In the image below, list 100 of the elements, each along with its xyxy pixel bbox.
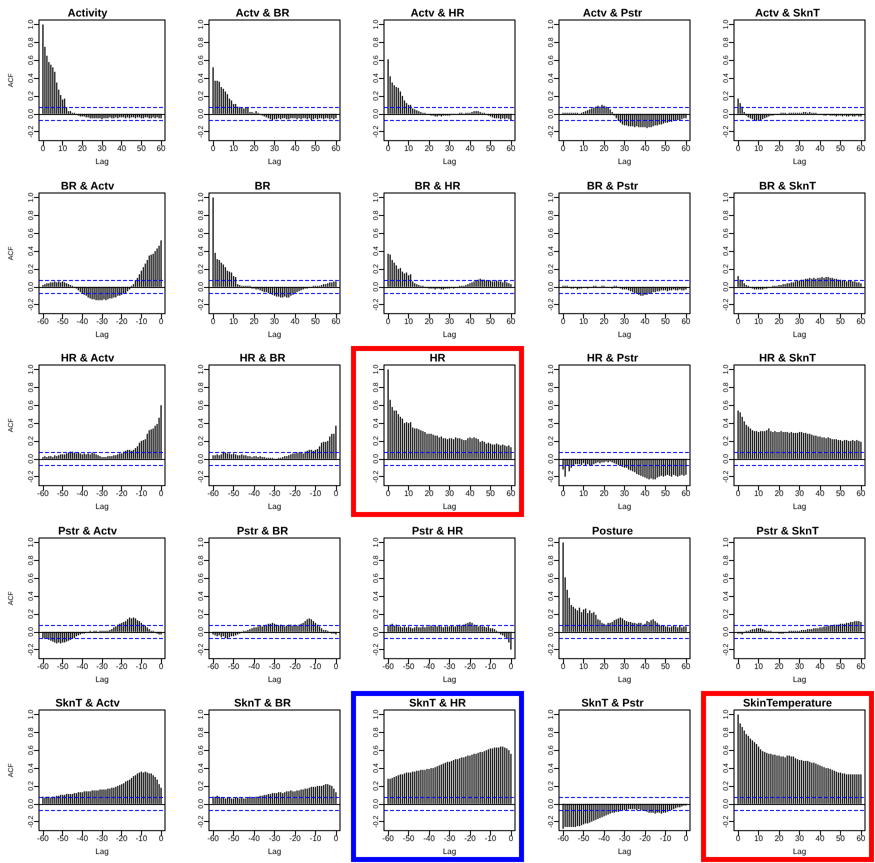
x-tick-label: 10 — [404, 316, 414, 326]
x-tick-label: -50 — [56, 489, 69, 498]
chart-title: HR & BR — [240, 352, 286, 365]
x-axis-title: Lag — [792, 847, 806, 856]
x-tick-label: 20 — [774, 144, 784, 154]
x-tick-label: -10 — [484, 662, 497, 671]
chart-title: BR & Pstr — [586, 180, 639, 192]
x-tick-label: 10 — [579, 662, 589, 671]
x-tick-label: 30 — [270, 316, 280, 326]
x-tick-label: -50 — [228, 834, 240, 844]
x-tick-label: 60 — [856, 489, 866, 498]
x-axis-title: Lag — [95, 502, 109, 512]
x-tick-label: 20 — [250, 316, 260, 326]
x-tick-label: -40 — [598, 834, 610, 844]
x-tick-label: 0 — [210, 144, 216, 154]
x-tick-label: -40 — [248, 489, 260, 498]
x-tick-label: 20 — [774, 834, 784, 844]
x-tick-label: -60 — [37, 316, 50, 326]
x-tick-label: -30 — [96, 489, 108, 498]
x-tick-label: 10 — [404, 144, 414, 154]
chart-title: SknT & BR — [234, 698, 291, 710]
x-tick-label: 0 — [508, 834, 514, 844]
x-tick-label: -20 — [289, 662, 302, 671]
x-tick-label: 40 — [117, 144, 127, 154]
chart-title: SknT & Pstr — [581, 698, 644, 710]
x-tick-label: 40 — [640, 316, 650, 326]
x-tick-label: 10 — [754, 489, 764, 498]
x-tick-label: 30 — [795, 144, 804, 154]
x-tick-label: 0 — [560, 144, 566, 154]
x-tick-label: 40 — [640, 144, 650, 154]
x-axis-title: Lag — [792, 502, 806, 512]
x-tick-label: 0 — [684, 834, 689, 844]
x-tick-label: 50 — [660, 489, 670, 498]
x-axis-title: Lag — [618, 502, 632, 512]
x-axis-title: Lag — [95, 157, 109, 166]
x-tick-label: 20 — [600, 489, 610, 498]
x-tick-label: -60 — [207, 489, 220, 498]
x-tick-label: -20 — [464, 834, 476, 844]
x-tick-label: -20 — [116, 489, 128, 498]
x-tick-label: 10 — [579, 489, 589, 498]
chart-title: SknT & Actv — [55, 698, 121, 710]
x-tick-label: -10 — [136, 834, 148, 844]
x-tick-label: -60 — [382, 662, 394, 671]
x-tick-label: 50 — [310, 144, 320, 154]
x-axis-title: Lag — [618, 157, 632, 166]
chart-title: HR — [430, 352, 446, 365]
x-tick-label: 0 — [386, 316, 391, 326]
x-tick-label: 30 — [795, 316, 804, 326]
x-tick-label: -20 — [639, 834, 652, 844]
x-tick-label: 10 — [229, 144, 239, 154]
x-tick-label: 0 — [736, 144, 741, 154]
x-tick-label: 20 — [774, 662, 784, 671]
x-tick-label: -50 — [228, 662, 240, 671]
x-tick-label: 0 — [736, 489, 741, 498]
x-tick-label: 0 — [386, 144, 391, 154]
x-tick-label: 0 — [158, 662, 164, 671]
x-tick-label: 0 — [736, 316, 741, 326]
chart-title: Pstr & BR — [236, 525, 288, 538]
x-tick-label: -20 — [116, 316, 128, 326]
x-tick-label: -50 — [578, 834, 590, 844]
x-tick-label: 50 — [660, 316, 670, 326]
x-tick-label: -50 — [56, 834, 69, 844]
chart-title: Posture — [592, 525, 633, 538]
x-tick-label: 0 — [386, 489, 391, 498]
x-tick-label: 20 — [424, 489, 434, 498]
x-tick-label: 30 — [620, 316, 630, 326]
x-tick-label: 20 — [774, 489, 784, 498]
x-tick-label: 30 — [98, 144, 107, 154]
x-tick-label: 10 — [754, 834, 764, 844]
x-tick-label: -20 — [464, 662, 476, 671]
x-tick-label: 40 — [816, 316, 825, 326]
x-tick-label: 40 — [290, 316, 300, 326]
x-axis-title: Lag — [618, 330, 632, 339]
x-tick-label: 60 — [681, 662, 691, 671]
x-tick-label: 30 — [620, 662, 630, 671]
chart-title: SknT & HR — [409, 698, 466, 710]
x-tick-label: 40 — [816, 489, 825, 498]
x-tick-label: -50 — [402, 834, 415, 844]
x-tick-label: 10 — [579, 144, 589, 154]
x-tick-label: -30 — [268, 662, 281, 671]
x-axis-title: Lag — [618, 674, 632, 684]
x-tick-label: 60 — [331, 144, 341, 154]
x-tick-label: -30 — [444, 834, 456, 844]
x-tick-label: -60 — [382, 834, 394, 844]
x-tick-label: 60 — [156, 144, 166, 154]
x-tick-label: -10 — [660, 834, 672, 844]
x-tick-label: 0 — [560, 489, 566, 498]
x-tick-label: -40 — [76, 316, 89, 326]
x-tick-label: -10 — [136, 489, 148, 498]
x-tick-label: 50 — [486, 316, 496, 326]
chart-title: Actv & HR — [410, 8, 464, 20]
chart-title: SkinTemperature — [742, 698, 832, 710]
x-tick-label: -30 — [618, 834, 631, 844]
x-tick-label: -20 — [116, 662, 128, 671]
x-tick-label: -30 — [96, 662, 108, 671]
x-tick-label: -10 — [310, 662, 322, 671]
x-tick-label: 50 — [136, 144, 146, 154]
x-axis-title: Lag — [618, 847, 632, 856]
x-tick-label: 30 — [795, 662, 804, 671]
chart-title: BR & SknT — [759, 180, 816, 192]
